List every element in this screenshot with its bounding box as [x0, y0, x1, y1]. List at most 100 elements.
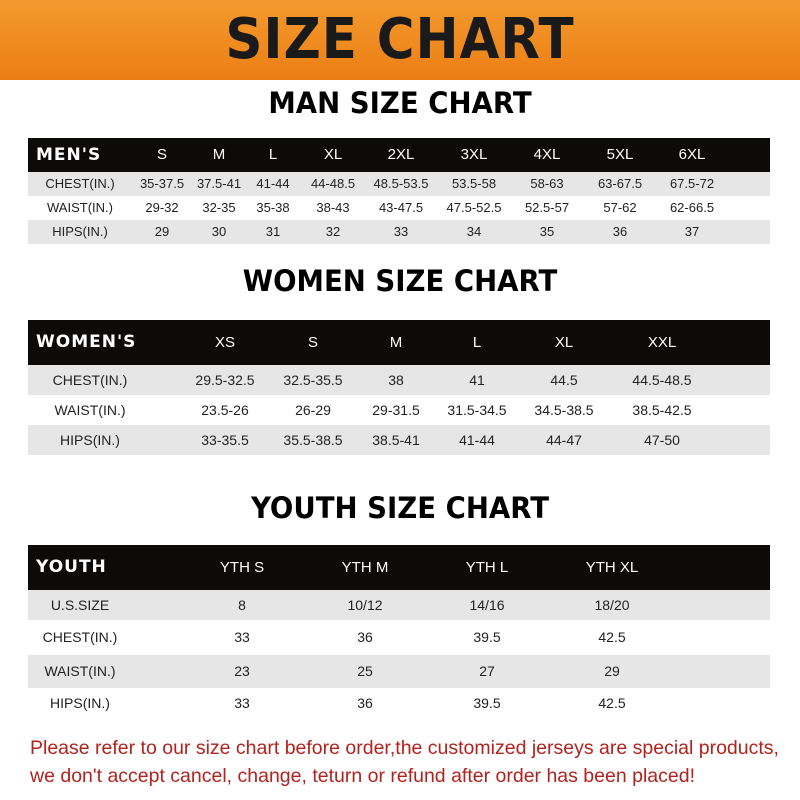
- table-row: HIPS(IN.) 33-35.5 35.5-38.5 38.5-41 41-44 44-…: [28, 425, 770, 455]
- measurement-label: WAIST(IN.): [44, 663, 116, 679]
- measurement-label: HIPS(IN.): [60, 432, 120, 448]
- table-cell: 38-43: [316, 200, 350, 215]
- table-header-row: YOUTH YTH S YTH M YTH L YTH XL: [28, 545, 770, 590]
- table-cell: 31.5-34.5: [447, 402, 507, 418]
- table-row: WAIST(IN.) 23 25 27 29: [28, 655, 770, 688]
- table-cell: 48.5-53.5: [373, 176, 429, 191]
- size-header-cell: YTH S: [219, 559, 265, 576]
- table-cell: 38: [388, 372, 404, 388]
- women-chart-title: WOMEN SIZE CHART: [242, 264, 558, 298]
- size-header-cell: L: [472, 334, 482, 351]
- table-cell: 44.5: [550, 372, 578, 388]
- table-cell: 53.5-58: [451, 176, 497, 191]
- size-header-cell: YTH M: [341, 559, 389, 576]
- table-cell: 30: [211, 224, 227, 239]
- table-cell: 29.5-32.5: [195, 372, 255, 388]
- table-cell: 41: [469, 372, 485, 388]
- size-header-cell: 2XL: [387, 146, 415, 163]
- table-cell: 37.5-41: [196, 176, 242, 191]
- table-cell: 41-44: [256, 176, 290, 191]
- size-header-cell: M: [389, 334, 403, 351]
- table-row: HIPS(IN.) 29 30 31 32 33 34 35 36 37: [28, 220, 770, 244]
- measurement-label: CHEST(IN.): [52, 372, 128, 388]
- table-cell: 29-32: [145, 200, 179, 215]
- table-row: CHEST(IN.) 33 36 39.5 42.5: [28, 620, 770, 655]
- table-cell: 29: [154, 224, 170, 239]
- size-header-cell: XL: [554, 334, 574, 351]
- table-cell: 39.5: [473, 629, 501, 645]
- table-cell: 67.5-72: [669, 176, 715, 191]
- table-cell: 33: [393, 224, 409, 239]
- table-cell: 32: [325, 224, 341, 239]
- table-row: CHEST(IN.) 29.5-32.5 32.5-35.5 38 41 44.5 44.5…: [28, 365, 770, 395]
- table-cell: 47.5-52.5: [446, 200, 502, 215]
- table-cell: 36: [612, 224, 628, 239]
- table-cell: 44.5-48.5: [632, 372, 692, 388]
- women-size-table: WOMEN'S XS S M L XL XXL CHEST(IN.) 29.5-32.5 32.5…: [28, 320, 770, 455]
- table-title-cell: MEN'S: [36, 145, 102, 165]
- table-cell: 38.5-42.5: [632, 402, 692, 418]
- size-header-cell: XS: [214, 334, 236, 351]
- table-cell: 34.5-38.5: [534, 402, 594, 418]
- table-cell: 41-44: [459, 432, 495, 448]
- table-cell: 35.5-38.5: [283, 432, 343, 448]
- table-cell: 27: [479, 663, 495, 679]
- table-cell: 33: [234, 629, 250, 645]
- banner-title: SIZE CHART: [225, 7, 575, 72]
- table-cell: 37: [684, 224, 700, 239]
- table-title-cell: WOMEN'S: [36, 332, 137, 352]
- youth-chart-title: YOUTH SIZE CHART: [250, 491, 550, 525]
- table-header-row: MEN'S S M L XL 2XL 3XL 4XL 5XL 6XL: [28, 138, 770, 172]
- size-header-cell: 5XL: [606, 146, 634, 163]
- size-header-cell: 6XL: [678, 146, 706, 163]
- table-cell: 42.5: [598, 695, 626, 711]
- measurement-label: HIPS(IN.): [52, 224, 108, 239]
- table-cell: 29: [604, 663, 620, 679]
- table-header-row: WOMEN'S XS S M L XL XXL: [28, 320, 770, 365]
- measurement-label: WAIST(IN.): [47, 200, 113, 215]
- table-cell: 44-47: [546, 432, 582, 448]
- size-header-cell: S: [307, 334, 319, 351]
- measurement-label: WAIST(IN.): [54, 402, 126, 418]
- table-cell: 35-37.5: [139, 176, 185, 191]
- size-header-cell: L: [268, 146, 278, 163]
- table-cell: 10/12: [347, 597, 383, 613]
- table-row: HIPS(IN.) 33 36 39.5 42.5: [28, 688, 770, 718]
- men-chart-title: MAN SIZE CHART: [268, 86, 532, 120]
- table-cell: 35: [539, 224, 555, 239]
- order-notice-line-2: we don't accept cancel, change, teturn o…: [30, 765, 695, 787]
- table-cell: 43-47.5: [378, 200, 424, 215]
- size-header-cell: 4XL: [533, 146, 561, 163]
- table-cell: 57-62: [603, 200, 637, 215]
- size-header-cell: XXL: [647, 334, 677, 351]
- size-header-cell: 3XL: [460, 146, 488, 163]
- table-row: U.S.SIZE 8 10/12 14/16 18/20: [28, 590, 770, 620]
- size-header-cell: S: [156, 146, 168, 163]
- size-header-cell: YTH XL: [585, 559, 639, 576]
- table-cell: 47-50: [644, 432, 680, 448]
- table-cell: 52.5-57: [524, 200, 570, 215]
- measurement-label: CHEST(IN.): [42, 629, 118, 645]
- table-cell: 23.5-26: [201, 402, 249, 418]
- table-row: WAIST(IN.) 29-32 32-35 35-38 38-43 43-47.5 47.…: [28, 196, 770, 220]
- order-notice-line-1: Please refer to our size chart before or…: [30, 737, 779, 759]
- table-cell: 14/16: [469, 597, 505, 613]
- table-cell: 33: [234, 695, 250, 711]
- table-cell: 42.5: [598, 629, 626, 645]
- size-header-cell: M: [212, 146, 226, 163]
- measurement-label: HIPS(IN.): [50, 695, 110, 711]
- table-cell: 29-31.5: [372, 402, 420, 418]
- size-header-cell: YTH L: [465, 559, 509, 576]
- table-cell: 18/20: [594, 597, 630, 613]
- table-cell: 8: [238, 597, 246, 613]
- table-cell: 34: [466, 224, 482, 239]
- table-cell: 26-29: [295, 402, 331, 418]
- table-cell: 31: [265, 224, 281, 239]
- table-cell: 39.5: [473, 695, 501, 711]
- table-cell: 38.5-41: [372, 432, 420, 448]
- table-title-cell: YOUTH: [36, 557, 107, 577]
- table-cell: 33-35.5: [201, 432, 249, 448]
- table-cell: 35-38: [256, 200, 290, 215]
- measurement-label: U.S.SIZE: [50, 597, 110, 613]
- youth-size-table: YOUTH YTH S YTH M YTH L YTH XL U.S.SIZE 8 10/12…: [28, 545, 770, 718]
